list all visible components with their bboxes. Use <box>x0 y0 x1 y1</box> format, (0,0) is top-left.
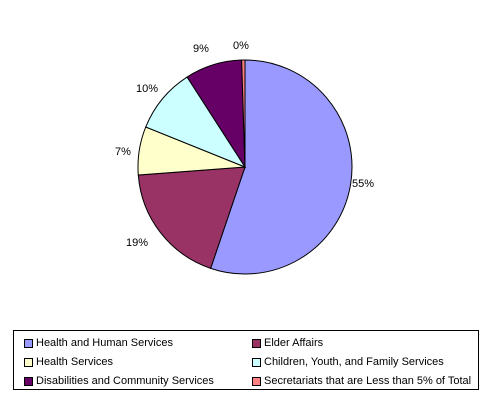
legend-swatch <box>252 338 261 348</box>
legend-item: Secretariats that are Less than 5% of To… <box>252 373 471 389</box>
legend-swatch <box>24 338 33 348</box>
pie-slice <box>210 59 353 275</box>
legend-label: Secretariats that are Less than 5% of To… <box>264 375 472 387</box>
legend-label: Health and Human Services <box>36 337 173 349</box>
legend-label: Disabilities and Community Services <box>36 375 214 387</box>
legend-label: Children, Youth, and Family Services <box>264 356 444 368</box>
legend-item: Health and Human Services <box>24 335 173 351</box>
slice-percent-label: 9% <box>193 43 209 55</box>
slice-percent-label: 0% <box>233 40 249 52</box>
pie-chart: 55% 19% 7% 10% 9% 0% <box>115 40 374 275</box>
pie-slice <box>241 59 246 168</box>
legend-item: Elder Affairs <box>252 335 323 351</box>
slice-percent-label: 19% <box>126 237 148 249</box>
legend-swatch <box>24 357 33 367</box>
legend-item: Disabilities and Community Services <box>24 373 214 389</box>
legend-label: Health Services <box>36 356 114 368</box>
legend-item: Health Services <box>24 354 113 370</box>
legend-swatch <box>252 357 261 367</box>
chart-legend: Health and Human Services Elder Affairs He… <box>13 330 479 390</box>
slice-percent-label: 10% <box>136 83 158 95</box>
legend-item: Children, Youth, and Family Services <box>252 354 444 370</box>
legend-swatch <box>24 376 33 386</box>
legend-swatch <box>252 376 261 386</box>
slice-percent-label: 7% <box>115 146 131 158</box>
pie-slice <box>137 166 246 269</box>
legend-label: Elder Affairs <box>264 337 324 349</box>
slice-percent-label: 55% <box>352 178 374 190</box>
